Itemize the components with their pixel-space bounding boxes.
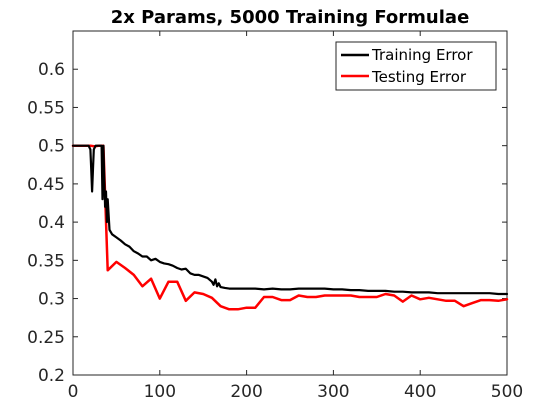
y-tick-label: 0.2	[38, 366, 65, 386]
series-lines	[71, 144, 509, 311]
y-tick-label: 0.6	[38, 60, 65, 80]
x-tick-label: 0	[68, 382, 79, 402]
x-tick-label: 300	[317, 382, 349, 402]
y-tick-label: 0.45	[27, 175, 65, 195]
y-axis: 0.2 0.25 0.3 0.35 0.4 0.45 0.5 0.55 0.6	[27, 60, 507, 386]
x-tick-label: 100	[144, 382, 176, 402]
y-tick-label: 0.25	[27, 328, 65, 348]
legend-label-training-error: Training Error	[371, 46, 473, 64]
legend-label-testing-error: Testing Error	[371, 68, 467, 86]
y-tick-label: 0.3	[38, 290, 65, 310]
x-tick-label: 500	[491, 382, 523, 402]
series-line-testing-error	[71, 144, 509, 311]
x-axis: 0 100 200 300 400 500	[68, 31, 523, 402]
legend: Training Error Testing Error	[335, 41, 497, 91]
y-tick-label: 0.35	[27, 251, 65, 271]
x-tick-label: 400	[404, 382, 436, 402]
chart-title: 2x Params, 5000 Training Formulae	[111, 7, 470, 28]
x-tick-label: 200	[230, 382, 262, 402]
series-line-training-error	[71, 144, 509, 296]
y-tick-label: 0.55	[27, 98, 65, 118]
y-tick-label: 0.4	[38, 213, 65, 233]
legend-box	[335, 41, 497, 91]
y-tick-label: 0.5	[38, 137, 65, 157]
